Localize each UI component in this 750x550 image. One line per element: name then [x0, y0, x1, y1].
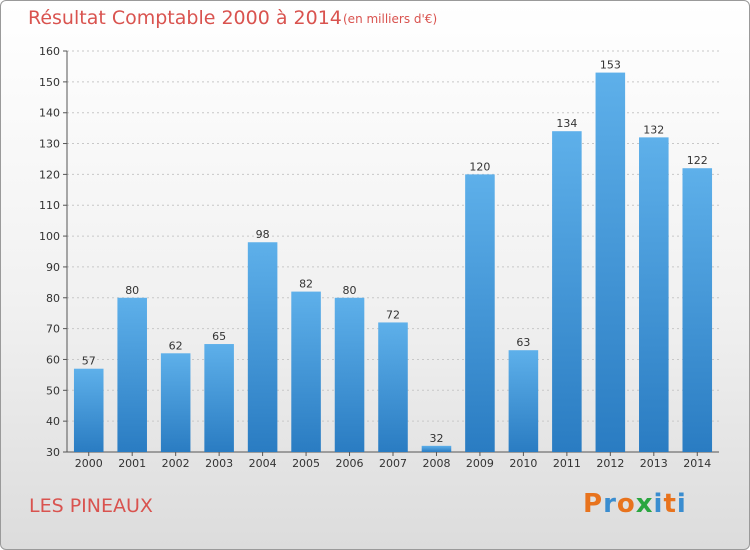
y-tick-label: 100 [39, 230, 60, 243]
logo-letter: i [653, 489, 664, 519]
bar-2010 [508, 350, 539, 452]
bar-2012 [595, 72, 626, 452]
data-label-2012: 153 [600, 59, 621, 72]
x-tick-label: 2007 [379, 457, 407, 470]
y-tick-label: 60 [46, 353, 60, 366]
y-tick-label: 150 [39, 76, 60, 89]
y-tick-label: 50 [46, 384, 60, 397]
bar-2006 [334, 297, 365, 452]
bar-2009 [465, 174, 495, 452]
bars [73, 72, 713, 452]
data-label-2005: 82 [299, 278, 313, 291]
data-label-2000: 57 [82, 355, 96, 368]
bar-2004 [247, 242, 278, 452]
data-label-2001: 80 [125, 284, 139, 297]
proxiti-logo: Proxiti [583, 489, 687, 519]
data-label-2011: 134 [556, 117, 577, 130]
bar-2011 [552, 131, 582, 452]
data-label-2003: 65 [212, 330, 226, 343]
labels: 30 40 50 60 70 80 90 100 110 120 130 140 150 160 57 200… [39, 45, 711, 470]
x-tick-label: 2009 [466, 457, 494, 470]
logo-letter: x [635, 489, 654, 519]
x-tick-label: 2001 [118, 457, 146, 470]
logo-letter: r [603, 489, 617, 519]
y-tick-label: 130 [39, 138, 60, 151]
x-tick-label: 2003 [205, 457, 233, 470]
y-tick-label: 40 [46, 415, 60, 428]
y-tick-label: 160 [39, 45, 60, 58]
y-tick-label: 140 [39, 107, 60, 120]
y-tick-label: 30 [46, 446, 60, 459]
bar-2003 [204, 344, 234, 452]
bar-2002 [160, 353, 191, 452]
chart-title: Résultat Comptable 2000 à 2014 [28, 7, 342, 29]
bar-2014 [682, 168, 713, 452]
y-tick-label: 110 [39, 199, 60, 212]
logo-letter: t [663, 489, 677, 519]
data-label-2008: 32 [429, 432, 443, 445]
x-tick-label: 2011 [553, 457, 581, 470]
x-tick-label: 2010 [509, 457, 537, 470]
x-tick-label: 2013 [640, 457, 668, 470]
data-label-2002: 62 [169, 339, 183, 352]
x-tick-label: 2012 [596, 457, 624, 470]
data-label-2006: 80 [343, 284, 357, 297]
y-tick-label: 70 [46, 323, 60, 336]
bar-2013 [639, 137, 669, 452]
y-tick-label: 80 [46, 292, 60, 305]
y-tick-label: 90 [46, 261, 60, 274]
chart-subtitle: (en milliers d'€) [343, 12, 438, 26]
bar-2005 [291, 291, 321, 452]
data-label-2010: 63 [516, 336, 530, 349]
x-tick-label: 2000 [75, 457, 103, 470]
logo-letter: o [616, 489, 636, 519]
bar-2001 [117, 297, 147, 452]
x-tick-label: 2002 [162, 457, 190, 470]
x-tick-label: 2004 [249, 457, 277, 470]
bar-2000 [73, 368, 104, 452]
y-tick-label: 120 [39, 168, 60, 181]
x-tick-label: 2005 [292, 457, 320, 470]
data-label-2013: 132 [643, 123, 664, 136]
data-label-2007: 72 [386, 308, 400, 321]
data-label-2004: 98 [256, 228, 270, 241]
bar-2007 [378, 322, 408, 452]
x-tick-label: 2014 [683, 457, 711, 470]
data-label-2014: 122 [687, 154, 708, 167]
logo-letter: i [676, 489, 687, 519]
x-tick-label: 2008 [422, 457, 450, 470]
logo-letter: P [583, 489, 604, 519]
commune-name: LES PINEAUX [29, 495, 153, 517]
x-tick-label: 2006 [336, 457, 364, 470]
bar-2008 [421, 445, 452, 452]
data-label-2009: 120 [469, 160, 490, 173]
